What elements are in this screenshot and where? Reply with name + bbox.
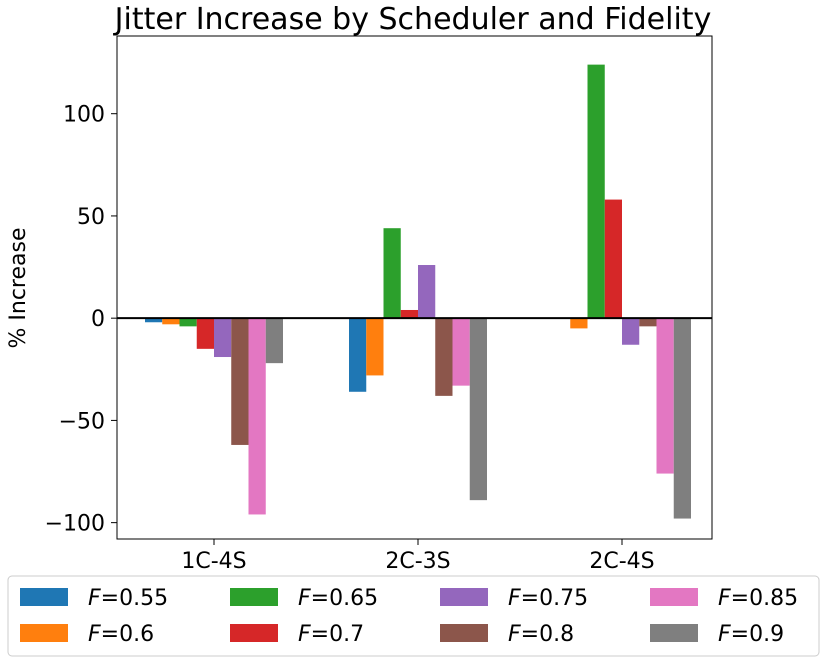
bar-2C-3S-F0.75 (418, 265, 436, 319)
legend-label-F0.55: F=0.55 (88, 586, 168, 611)
bar-2C-4S-F0.7 (604, 199, 622, 319)
legend-swatch-F0.75 (440, 588, 488, 606)
bar-1C-4S-F0.85 (248, 318, 266, 515)
y-tick-label: 0 (91, 307, 105, 332)
bar-1C-4S-F0.75 (214, 318, 232, 358)
y-tick-label: −100 (45, 512, 105, 537)
bar-1C-4S-F0.6 (162, 318, 180, 325)
x-tick-label: 1C-4S (181, 549, 246, 574)
bar-1C-4S-F0.7 (196, 318, 214, 349)
legend-label-F0.85: F=0.85 (718, 586, 798, 611)
x-axis: 1C-4S 2C-3S 2C-4S (181, 539, 655, 574)
chart-title: Jitter Increase by Scheduler and Fidelit… (113, 2, 712, 37)
bar-2C-3S-F0.55 (349, 318, 367, 392)
y-tick-label: −50 (59, 409, 105, 434)
x-tick-label: 2C-4S (589, 549, 654, 574)
bar-2C-3S-F0.85 (452, 318, 470, 386)
bar-2C-3S-F0.7 (400, 309, 418, 319)
y-tick-label: 50 (77, 205, 105, 230)
y-axis: 100 50 0 −50 −100 (45, 103, 117, 537)
legend-label-F0.7: F=0.7 (298, 622, 364, 647)
legend-swatch-F0.55 (20, 588, 68, 606)
legend-label-F0.6: F=0.6 (88, 622, 154, 647)
legend-swatch-F0.85 (650, 588, 698, 606)
legend-swatch-F0.7 (230, 624, 278, 642)
y-tick-label: 100 (63, 103, 105, 128)
bar-1C-4S-F0.55 (145, 318, 163, 323)
plot-frame (116, 35, 713, 540)
legend: F=0.55 F=0.6 F=0.65 F=0.7 F=0.75 F=0.8 F=0.85 F… (7, 575, 820, 657)
legend-swatch-F0.6 (20, 624, 68, 642)
legend-label-F0.75: F=0.75 (508, 586, 588, 611)
x-tick-label: 2C-3S (385, 549, 450, 574)
bar-2C-4S-F0.9 (673, 318, 691, 519)
bar-2C-4S-F0.85 (656, 318, 674, 474)
bar-2C-4S-F0.6 (570, 318, 588, 329)
legend-swatch-F0.8 (440, 624, 488, 642)
bar-1C-4S-F0.65 (179, 318, 197, 327)
bar-2C-4S-F0.8 (639, 318, 657, 327)
legend-box (7, 575, 820, 657)
legend-label-F0.9: F=0.9 (718, 622, 784, 647)
bar-1C-4S-F0.9 (265, 318, 283, 364)
bar-2C-3S-F0.9 (469, 318, 487, 501)
bar-2C-4S-F0.65 (587, 64, 605, 319)
legend-swatch-F0.9 (650, 624, 698, 642)
bar-2C-3S-F0.6 (366, 318, 384, 376)
legend-label-F0.8: F=0.8 (508, 622, 574, 647)
legend-swatch-F0.65 (230, 588, 278, 606)
legend-label-F0.65: F=0.65 (298, 586, 378, 611)
bars-group (145, 64, 691, 519)
bar-1C-4S-F0.8 (231, 318, 249, 445)
y-axis-label: % Increase (6, 228, 31, 349)
bar-2C-3S-F0.65 (383, 228, 401, 319)
bar-2C-3S-F0.8 (435, 318, 453, 396)
bar-2C-4S-F0.75 (622, 318, 640, 345)
